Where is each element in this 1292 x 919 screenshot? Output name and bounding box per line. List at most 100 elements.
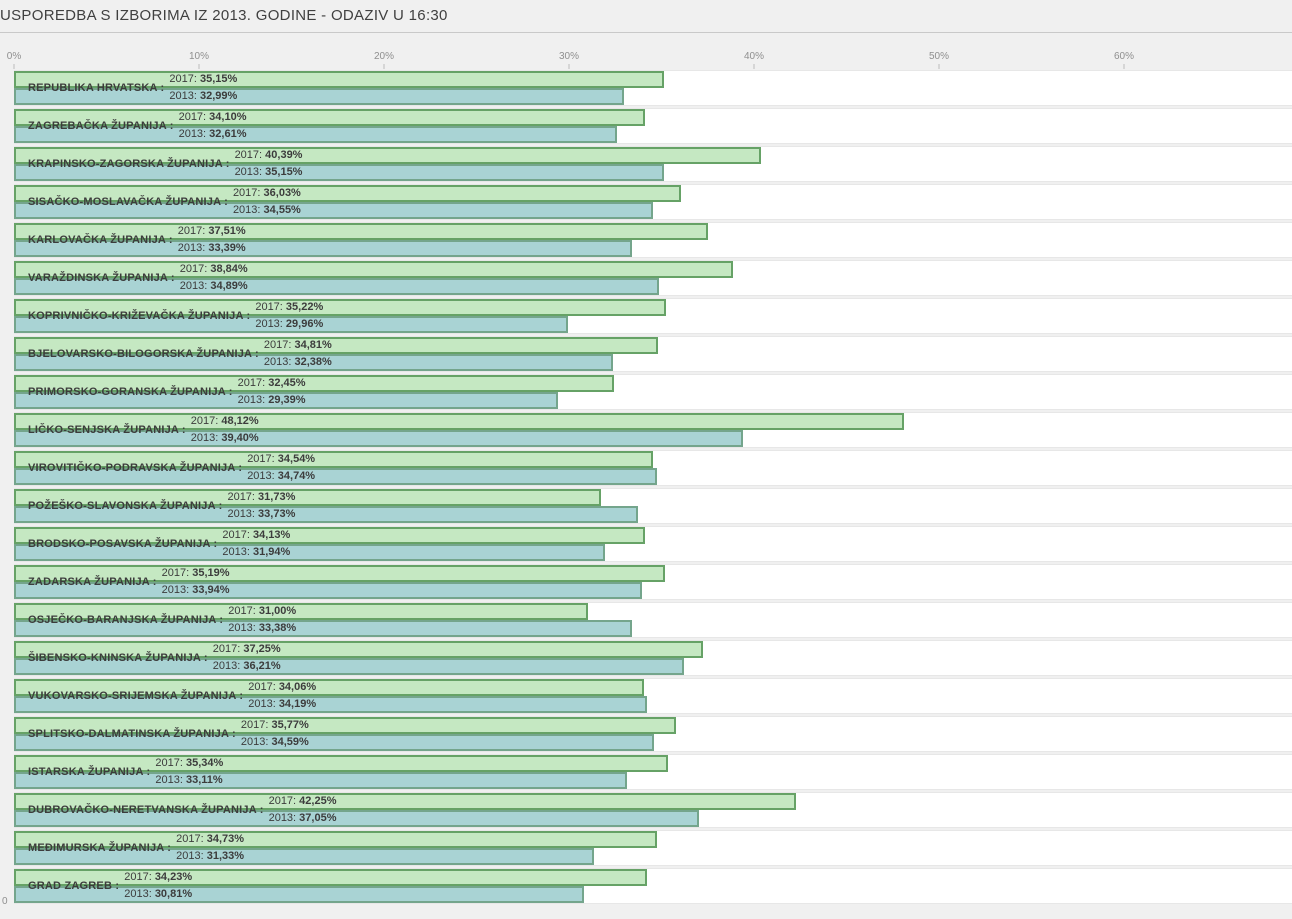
value-label-2013: 2013: 34,55%: [232, 204, 301, 216]
bar-2017[interactable]: [14, 527, 646, 544]
bar-2017[interactable]: [14, 489, 601, 506]
value-labels: 2017: 34,23% 2013: 30,81%: [124, 869, 192, 903]
chart-rows: REPUBLIKA HRVATSKA : 2017: 35,15% 2013: 32…: [0, 71, 1292, 907]
category-name: VARAŽDINSKA ŽUPANIJA :: [28, 272, 175, 284]
bar-2013[interactable]: [14, 126, 618, 143]
x-tick-mark: [1123, 64, 1125, 69]
bar-2013[interactable]: [14, 240, 632, 257]
axis-origin-label-bottom: 0: [2, 896, 8, 907]
title-divider: [0, 32, 1292, 33]
bar-2013[interactable]: [14, 696, 647, 713]
value-labels: 2017: 34,06% 2013: 34,19%: [248, 679, 316, 713]
value-label-2013: 2013: 33,94%: [161, 584, 230, 596]
bar-2013[interactable]: [14, 886, 584, 903]
bar-2017[interactable]: [14, 223, 708, 240]
category-name: REPUBLIKA HRVATSKA :: [28, 82, 165, 94]
bar-2017[interactable]: [14, 413, 905, 430]
bar-2017[interactable]: [14, 793, 796, 810]
bar-2013[interactable]: [14, 88, 625, 105]
bar-2013[interactable]: [14, 392, 558, 409]
bar-2017[interactable]: [14, 717, 676, 734]
bar-2013[interactable]: [14, 202, 654, 219]
value-label-2013: 2013: 33,39%: [177, 242, 246, 254]
bar-2013[interactable]: [14, 468, 657, 485]
value-labels: 2017: 34,13% 2013: 31,94%: [222, 527, 290, 561]
bar-2017[interactable]: [14, 109, 645, 126]
bar-2013[interactable]: [14, 848, 594, 865]
bar-2017[interactable]: [14, 755, 668, 772]
value-label-2013: 2013: 34,89%: [179, 280, 248, 292]
bar-2013[interactable]: [14, 278, 660, 295]
value-label-2013: 2013: 31,33%: [176, 850, 245, 862]
bar-2017[interactable]: [14, 375, 615, 392]
row-label: SISAČKO-MOSLAVAČKA ŽUPANIJA : 2017: 36,03…: [28, 185, 301, 219]
row-label: ŠIBENSKO-KNINSKA ŽUPANIJA :2017: 37,25% 2…: [28, 641, 281, 675]
x-tick-mark: [383, 64, 385, 69]
value-labels: 2017: 31,00% 2013: 33,38%: [228, 603, 296, 637]
chart-row: PRIMORSKO-GORANSKA ŽUPANIJA : 2017: 32,45…: [14, 375, 1292, 409]
row-label: VARAŽDINSKA ŽUPANIJA : 2017: 38,84% 2013: …: [28, 261, 248, 295]
bar-2017[interactable]: [14, 869, 648, 886]
category-name: ISTARSKA ŽUPANIJA :: [28, 766, 151, 778]
row-label: PRIMORSKO-GORANSKA ŽUPANIJA : 2017: 32,45…: [28, 375, 306, 409]
value-labels: 2017: 35,19% 2013: 33,94%: [162, 565, 230, 599]
category-name: POŽEŠKO-SLAVONSKA ŽUPANIJA :: [28, 500, 223, 512]
row-label: MEĐIMURSKA ŽUPANIJA : 2017: 34,73% 2013: 3…: [28, 831, 244, 865]
bar-2013[interactable]: [14, 772, 627, 789]
bar-2017[interactable]: [14, 71, 665, 88]
bar-2013[interactable]: [14, 354, 614, 371]
x-tick-label: 60%: [1113, 51, 1135, 62]
bar-2013[interactable]: [14, 734, 654, 751]
bar-2017[interactable]: [14, 451, 653, 468]
category-name: ZAGREBAČKA ŽUPANIJA :: [28, 120, 174, 132]
value-labels: 2017: 42,25% 2013: 37,05%: [269, 793, 337, 827]
value-labels: 2017: 34,10% 2013: 32,61%: [179, 109, 247, 143]
chart-row: KOPRIVNIČKO-KRIŽEVAČKA ŽUPANIJA : 2017: 3…: [14, 299, 1292, 333]
bar-2017[interactable]: [14, 641, 704, 658]
bar-2013[interactable]: [14, 658, 684, 675]
chart-row: BRODSKO-POSAVSKA ŽUPANIJA :2017: 34,13% 2…: [14, 527, 1292, 561]
bar-2017[interactable]: [14, 185, 681, 202]
value-labels: 2017: 40,39% 2013: 35,15%: [235, 147, 303, 181]
value-label-2017: 2017: 35,19%: [161, 567, 230, 579]
bar-2017[interactable]: [14, 679, 645, 696]
bar-2017[interactable]: [14, 337, 658, 354]
category-name: KRAPINSKO-ZAGORSKA ŽUPANIJA :: [28, 158, 230, 170]
bar-2013[interactable]: [14, 316, 569, 333]
bar-2017[interactable]: [14, 603, 588, 620]
value-label-2017: 2017: 34,06%: [248, 681, 317, 693]
bar-2013[interactable]: [14, 430, 743, 447]
value-label-2017: 2017: 34,73%: [176, 833, 245, 845]
bar-2013[interactable]: [14, 506, 638, 523]
value-label-2017: 2017: 34,81%: [263, 339, 332, 351]
value-label-2013: 2013: 34,59%: [240, 736, 309, 748]
bar-2017[interactable]: [14, 831, 657, 848]
value-labels: 2017: 31,73% 2013: 33,73%: [227, 489, 295, 523]
value-label-2017: 2017: 35,22%: [255, 301, 324, 313]
chart-row: ŠIBENSKO-KNINSKA ŽUPANIJA :2017: 37,25% 2…: [14, 641, 1292, 675]
bar-2017[interactable]: [14, 147, 762, 164]
row-label: ISTARSKA ŽUPANIJA : 2017: 35,34% 2013: 33,…: [28, 755, 223, 789]
category-name: ZADARSKA ŽUPANIJA :: [28, 576, 157, 588]
chart-row: ZADARSKA ŽUPANIJA : 2017: 35,19% 2013: 33,…: [14, 565, 1292, 599]
bar-2013[interactable]: [14, 544, 605, 561]
category-name: MEĐIMURSKA ŽUPANIJA :: [28, 842, 172, 854]
bar-2013[interactable]: [14, 582, 642, 599]
x-tick-label: 10%: [188, 51, 210, 62]
row-label: OSJEČKO-BARANJSKA ŽUPANIJA : 2017: 31,00%…: [28, 603, 296, 637]
bar-2013[interactable]: [14, 620, 632, 637]
value-labels: 2017: 37,51% 2013: 33,39%: [178, 223, 246, 257]
bar-2013[interactable]: [14, 164, 665, 181]
bar-2013[interactable]: [14, 810, 700, 827]
value-label-2013: 2013: 37,05%: [268, 812, 337, 824]
value-label-2013: 2013: 34,74%: [247, 470, 316, 482]
bar-2017[interactable]: [14, 299, 666, 316]
row-label: SPLITSKO-DALMATINSKA ŽUPANIJA : 2017: 35,…: [28, 717, 309, 751]
value-label-2013: 2013: 36,21%: [212, 660, 281, 672]
value-labels: 2017: 32,45% 2013: 29,39%: [238, 375, 306, 409]
bar-2017[interactable]: [14, 261, 733, 278]
x-tick-mark: [938, 64, 940, 69]
value-label-2013: 2013: 39,40%: [190, 432, 259, 444]
bar-2017[interactable]: [14, 565, 665, 582]
value-label-2013: 2013: 33,73%: [227, 508, 296, 520]
